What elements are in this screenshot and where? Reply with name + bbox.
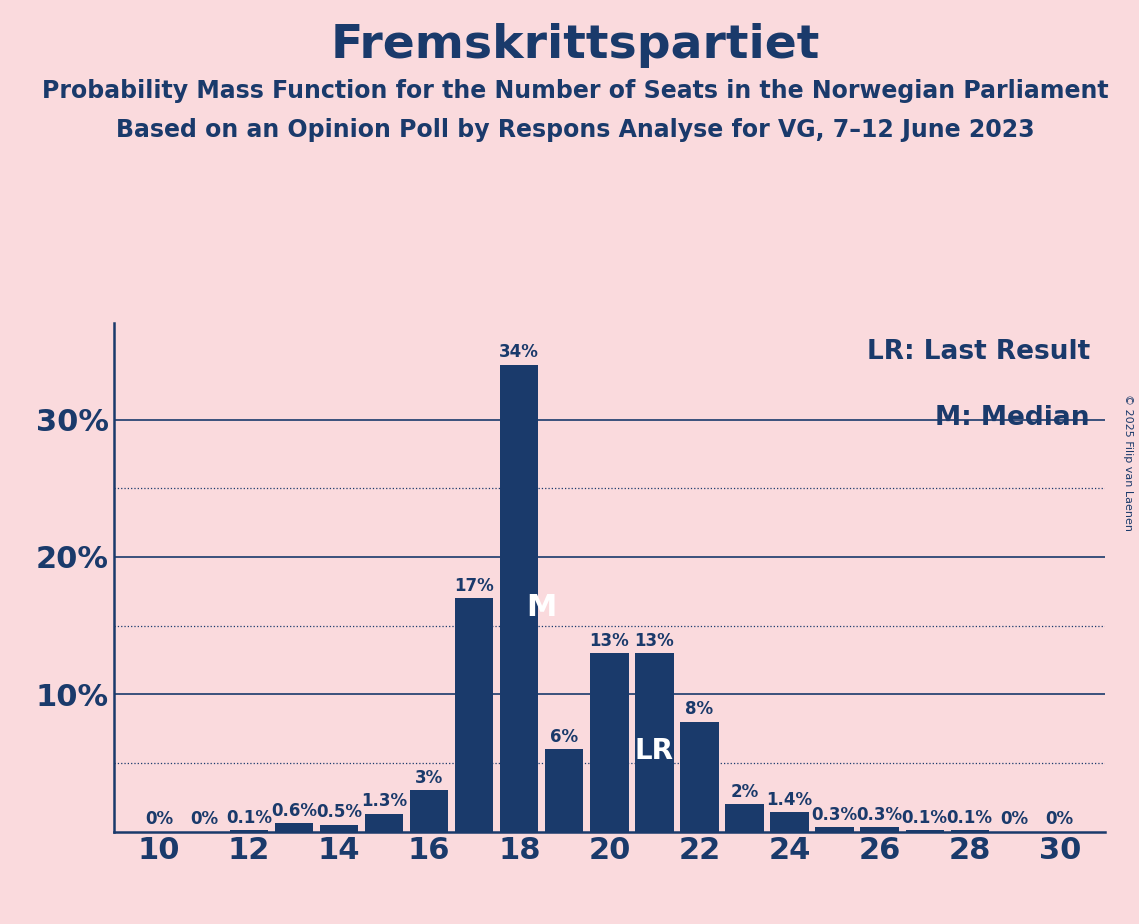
Text: 1.3%: 1.3% xyxy=(361,792,408,810)
Bar xyxy=(680,722,719,832)
Text: 0.3%: 0.3% xyxy=(811,806,858,824)
Text: 17%: 17% xyxy=(454,577,494,595)
Bar xyxy=(546,749,583,832)
Text: 0%: 0% xyxy=(1001,810,1029,828)
Bar xyxy=(274,823,313,832)
Text: LR: Last Result: LR: Last Result xyxy=(867,338,1090,365)
Text: 0.3%: 0.3% xyxy=(857,806,903,824)
Text: 3%: 3% xyxy=(415,769,443,787)
Bar xyxy=(906,831,944,832)
Text: Fremskrittspartiet: Fremskrittspartiet xyxy=(330,23,820,68)
Text: 8%: 8% xyxy=(686,700,713,718)
Text: 13%: 13% xyxy=(634,632,674,650)
Bar xyxy=(860,828,899,832)
Text: 6%: 6% xyxy=(550,728,579,746)
Text: 0.1%: 0.1% xyxy=(902,808,948,827)
Text: 0.1%: 0.1% xyxy=(947,808,993,827)
Text: 0%: 0% xyxy=(1046,810,1074,828)
Bar xyxy=(456,598,493,832)
Text: Based on an Opinion Poll by Respons Analyse for VG, 7–12 June 2023: Based on an Opinion Poll by Respons Anal… xyxy=(116,118,1034,142)
Text: Probability Mass Function for the Number of Seats in the Norwegian Parliament: Probability Mass Function for the Number… xyxy=(42,79,1108,103)
Bar xyxy=(230,831,268,832)
Text: 34%: 34% xyxy=(499,343,539,361)
Text: © 2025 Filip van Laenen: © 2025 Filip van Laenen xyxy=(1123,394,1133,530)
Bar xyxy=(364,814,403,832)
Bar xyxy=(816,828,854,832)
Text: 0.6%: 0.6% xyxy=(271,802,317,820)
Text: 0.5%: 0.5% xyxy=(317,803,362,821)
Text: 2%: 2% xyxy=(730,783,759,801)
Bar xyxy=(726,804,763,832)
Text: 13%: 13% xyxy=(590,632,629,650)
Bar xyxy=(590,653,629,832)
Text: 1.4%: 1.4% xyxy=(767,791,812,808)
Text: 0.1%: 0.1% xyxy=(226,808,272,827)
Bar xyxy=(320,825,359,832)
Text: LR: LR xyxy=(634,737,674,765)
Bar xyxy=(770,812,809,832)
Text: 0%: 0% xyxy=(145,810,173,828)
Text: M: Median: M: Median xyxy=(935,405,1090,431)
Text: M: M xyxy=(526,593,557,622)
Bar xyxy=(500,365,539,832)
Bar xyxy=(951,831,989,832)
Bar xyxy=(636,653,673,832)
Bar xyxy=(410,790,449,832)
Text: 0%: 0% xyxy=(190,810,218,828)
